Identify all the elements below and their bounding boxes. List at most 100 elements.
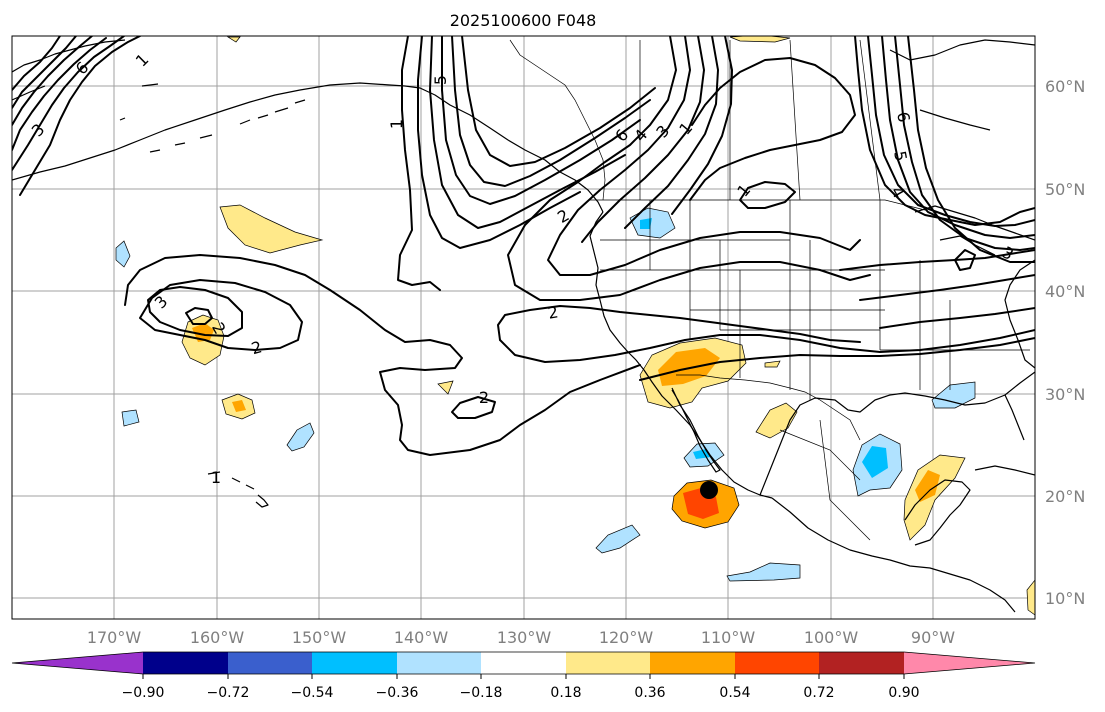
contour-trough-5: [451, 36, 651, 187]
mexico-coast: [771, 497, 1016, 613]
colorbar-segment: [566, 652, 650, 674]
contour-ridge-2: [547, 36, 861, 276]
contour-low-3: [147, 286, 243, 337]
lon-label: 120°W: [599, 628, 654, 647]
lat-label: 20°N: [1045, 487, 1085, 506]
contour-label: 2: [546, 302, 559, 322]
colorbar-tick-label: −0.90: [122, 685, 165, 701]
colorbar-tick-label: 0.18: [550, 685, 581, 701]
lon-label: 160°W: [190, 628, 245, 647]
figure-title: 2025100600 F048: [450, 11, 597, 30]
lon-label: 170°W: [87, 628, 142, 647]
contour-mid-3: [451, 396, 496, 419]
contour-nw-corner-4: [12, 36, 93, 126]
contour-north-1: [689, 57, 856, 201]
lon-label: 130°W: [497, 628, 552, 647]
colorbar-extend-high: [904, 652, 1035, 674]
colorbar-tick-label: −0.72: [207, 685, 250, 701]
colorbar-ticks: [142, 674, 905, 679]
colorbar-tick-labels: −0.90 −0.72 −0.54 −0.36 −0.18 0.18 0.36 …: [122, 685, 920, 701]
contour-trough-3: [429, 36, 626, 229]
lat-label: 40°N: [1045, 282, 1085, 301]
colorbar-segment: [650, 652, 735, 674]
mexico-states: [779, 419, 871, 541]
contour-east-8: [879, 307, 1035, 329]
lat-label: 10°N: [1045, 589, 1085, 608]
great-lakes: [914, 205, 1035, 256]
florida: [1004, 394, 1025, 441]
shade-pacific-south: [595, 524, 641, 554]
shade-subtropical-low-core: [192, 323, 214, 342]
contour-label: 1: [387, 119, 406, 129]
colorbar-extend-low: [12, 652, 143, 674]
colorbar-tick-label: 0.90: [888, 685, 919, 701]
lat-label: 60°N: [1045, 77, 1085, 96]
colorbar-tick-label: 0.36: [634, 685, 665, 701]
aleutians: [119, 83, 306, 153]
lat-label: 30°N: [1045, 385, 1085, 404]
contour-nw-corner-3: [12, 37, 107, 151]
contour-east-1: [854, 36, 1035, 226]
us-canada-border: [590, 199, 926, 211]
map-frame: [11, 35, 1036, 620]
colorbar-segment: [312, 652, 397, 674]
contour-ridge-5: [671, 36, 733, 215]
colorbar-tick-label: 0.72: [803, 685, 834, 701]
colorbar-segment: [143, 652, 228, 674]
lon-label: 90°W: [911, 628, 955, 647]
contour-label: 2: [479, 388, 489, 407]
colorbar-segment: [481, 652, 566, 674]
contour-mid-4: [639, 337, 1035, 381]
contour-label: 6: [893, 110, 913, 123]
contour-east-5: [907, 36, 1035, 263]
contour-lines: [12, 36, 1035, 456]
colorbar-tick-label: −0.54: [291, 685, 334, 701]
colorbar-segment: [228, 652, 312, 674]
contour-low-4: [185, 307, 213, 325]
shade-mexico-yellow: [755, 402, 798, 439]
contour-ridge-3: [581, 36, 705, 243]
contour-trough-4: [441, 36, 641, 205]
shaded-regions: [115, 36, 1035, 616]
lon-label: 150°W: [292, 628, 347, 647]
shade-east-edge: [1026, 579, 1035, 616]
contour-nw-corner-2: [12, 36, 125, 171]
contour-gulf-small: [954, 249, 976, 271]
shade-pacific-southeast: [726, 562, 801, 582]
contour-east-7: [859, 274, 1035, 301]
yucatan: [904, 479, 971, 546]
contour-mid-2: [499, 329, 1035, 363]
lat-label: 50°N: [1045, 180, 1085, 199]
gulf-coast: [759, 371, 1035, 496]
contour-ridge-4: [624, 36, 719, 229]
colorbar: −0.90 −0.72 −0.54 −0.36 −0.18 0.18 0.36 …: [11, 651, 1036, 701]
contour-mid-1: [497, 305, 861, 343]
contour-east-2: [867, 36, 1035, 227]
grid-lines: [12, 36, 1035, 619]
shade-small-nm: [764, 360, 781, 368]
colorbar-segment: [735, 652, 819, 674]
contour-east-3: [881, 36, 1035, 239]
shade-top-yellow: [729, 36, 791, 43]
shade-blue-hawaii-nw: [121, 409, 140, 427]
contour-label: 5: [890, 149, 910, 162]
contour-label: 2: [249, 337, 264, 358]
contour-nw-corner-6: [12, 36, 61, 91]
lon-label: 100°W: [804, 628, 859, 647]
contour-trough-1: [397, 36, 441, 291]
contour-ridge-1: [507, 36, 871, 301]
hawaii: [207, 471, 269, 508]
storm-position-marker: [700, 481, 718, 499]
contour-low-outer: [124, 254, 641, 456]
colorbar-segments: [12, 652, 1035, 674]
coastlines: [12, 39, 1035, 613]
shade-blue-hawaii-east: [286, 422, 315, 452]
baja: [671, 387, 721, 473]
lon-label: 110°W: [701, 628, 756, 647]
shade-blue-west: [115, 240, 131, 268]
contour-nw-corner-5: [12, 36, 77, 109]
colorbar-segment: [397, 652, 481, 674]
shade-gulf-alaska: [219, 204, 324, 254]
longitude-labels: 170°W 160°W 150°W 140°W 130°W 120°W 110°…: [87, 628, 955, 647]
